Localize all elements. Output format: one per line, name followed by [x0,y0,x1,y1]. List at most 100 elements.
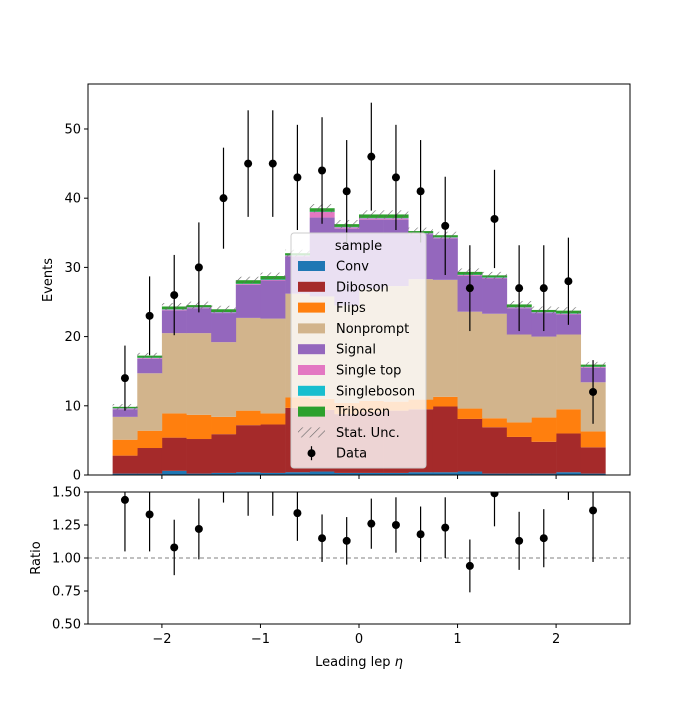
bar-signal [137,359,162,374]
ratio-point [318,534,326,542]
bar-flips [236,411,261,426]
bar-single-top [236,284,261,285]
main-x-ticks [162,475,556,479]
bar-nonprompt [482,314,507,418]
data-point [269,160,277,168]
legend-swatch-triboson [298,407,325,417]
legend-marker-data [308,449,316,457]
bar-flips [162,413,187,437]
bar-nonprompt [187,333,212,415]
data-point [293,173,301,181]
ratio-point [244,479,252,487]
ratio-x-ticks: −2 −1 0 1 2 [152,624,560,647]
legend-label-diboson: Diboson [336,280,389,295]
data-point [121,374,129,382]
ratio-point [121,496,129,504]
stat-unc-band [236,277,261,284]
bar-signal [211,313,236,342]
legend-swatch-diboson [298,282,325,292]
bar-nonprompt [260,319,285,414]
bar-flips [260,413,285,424]
data-point [146,312,154,320]
bar-diboson [162,438,187,471]
bar-flips [581,431,606,447]
legend-swatch-stat-unc [298,427,325,437]
stat-unc-band [211,306,236,313]
data-point [417,187,425,195]
y-tick-label: 20 [64,330,81,345]
ratio-point [417,530,425,538]
ratio-point [540,534,548,542]
ratio-point [589,506,597,514]
data-point [564,277,572,285]
bar-single-top [260,280,285,281]
bar-conv [162,471,187,475]
y-tick-label: 10 [64,399,81,414]
legend-label-signal: Signal [336,343,376,358]
y-tick-label: 50 [64,122,81,137]
ratio-y-tick-label: 0.75 [52,585,81,600]
legend-label-nonprompt: Nonprompt [336,322,409,337]
legend-swatch-flips [298,303,325,313]
x-axis-label: Leading lep η [315,655,403,670]
legend-label-conv: Conv [336,260,369,275]
legend-swatch-nonprompt [298,323,325,333]
ratio-y-tick-label: 0.50 [52,618,81,633]
bar-nonprompt [507,335,532,423]
bar-nonprompt [113,417,138,440]
x-tick-label: −2 [152,632,171,647]
bar-flips [433,397,458,407]
data-point [367,153,375,161]
x-tick-label: −1 [251,632,270,647]
x-tick-label: 0 [355,632,363,647]
bar-diboson [187,439,212,474]
bar-diboson [137,448,162,474]
bar-diboson [211,434,236,473]
bar-conv [310,472,335,475]
data-point [540,284,548,292]
bar-nonprompt [211,342,236,417]
stat-unc-band [260,273,285,280]
ratio-point [466,562,474,570]
bar-flips [507,422,532,437]
ratio-point [441,524,449,532]
legend-swatch-singleboson [298,386,325,396]
stat-unc-band [482,272,507,279]
data-point [589,388,597,396]
legend-label-stat-unc: Stat. Unc. [336,426,400,441]
bar-flips [458,409,483,419]
data-point [441,222,449,230]
legend-label-single-top: Single top [336,364,401,379]
ratio-y-tick-label: 1.00 [52,552,81,567]
ratio-point [392,521,400,529]
data-point [491,215,499,223]
data-point [220,194,228,202]
data-point [244,160,252,168]
ratio-y-tick-label: 1.25 [52,519,81,534]
bar-nonprompt [531,337,556,418]
bar-nonprompt [162,333,187,413]
ratio-point [195,525,203,533]
ratio-point [170,543,178,551]
data-point [392,173,400,181]
data-point [515,284,523,292]
x-tick-label: 2 [552,632,560,647]
stat-unc-band [359,210,384,218]
data-point [466,284,474,292]
legend-title: sample [335,239,382,254]
bar-diboson [531,442,556,474]
bar-nonprompt [556,335,581,410]
bar-flips [211,417,236,434]
ratio-point [293,509,301,517]
y-axis-label: Events [41,258,56,302]
bar-diboson [236,425,261,472]
bar-diboson [556,433,581,472]
legend: sampleConvDibosonFlipsNonpromptSignalSin… [291,233,426,468]
bar-signal [236,285,261,318]
ratio-point [491,489,499,497]
x-tick-label: 1 [453,632,461,647]
legend-label-data: Data [336,447,367,462]
ratio-point [367,520,375,528]
ratio-point [146,510,154,518]
